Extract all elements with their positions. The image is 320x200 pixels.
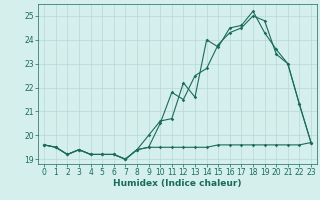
X-axis label: Humidex (Indice chaleur): Humidex (Indice chaleur) xyxy=(113,179,242,188)
